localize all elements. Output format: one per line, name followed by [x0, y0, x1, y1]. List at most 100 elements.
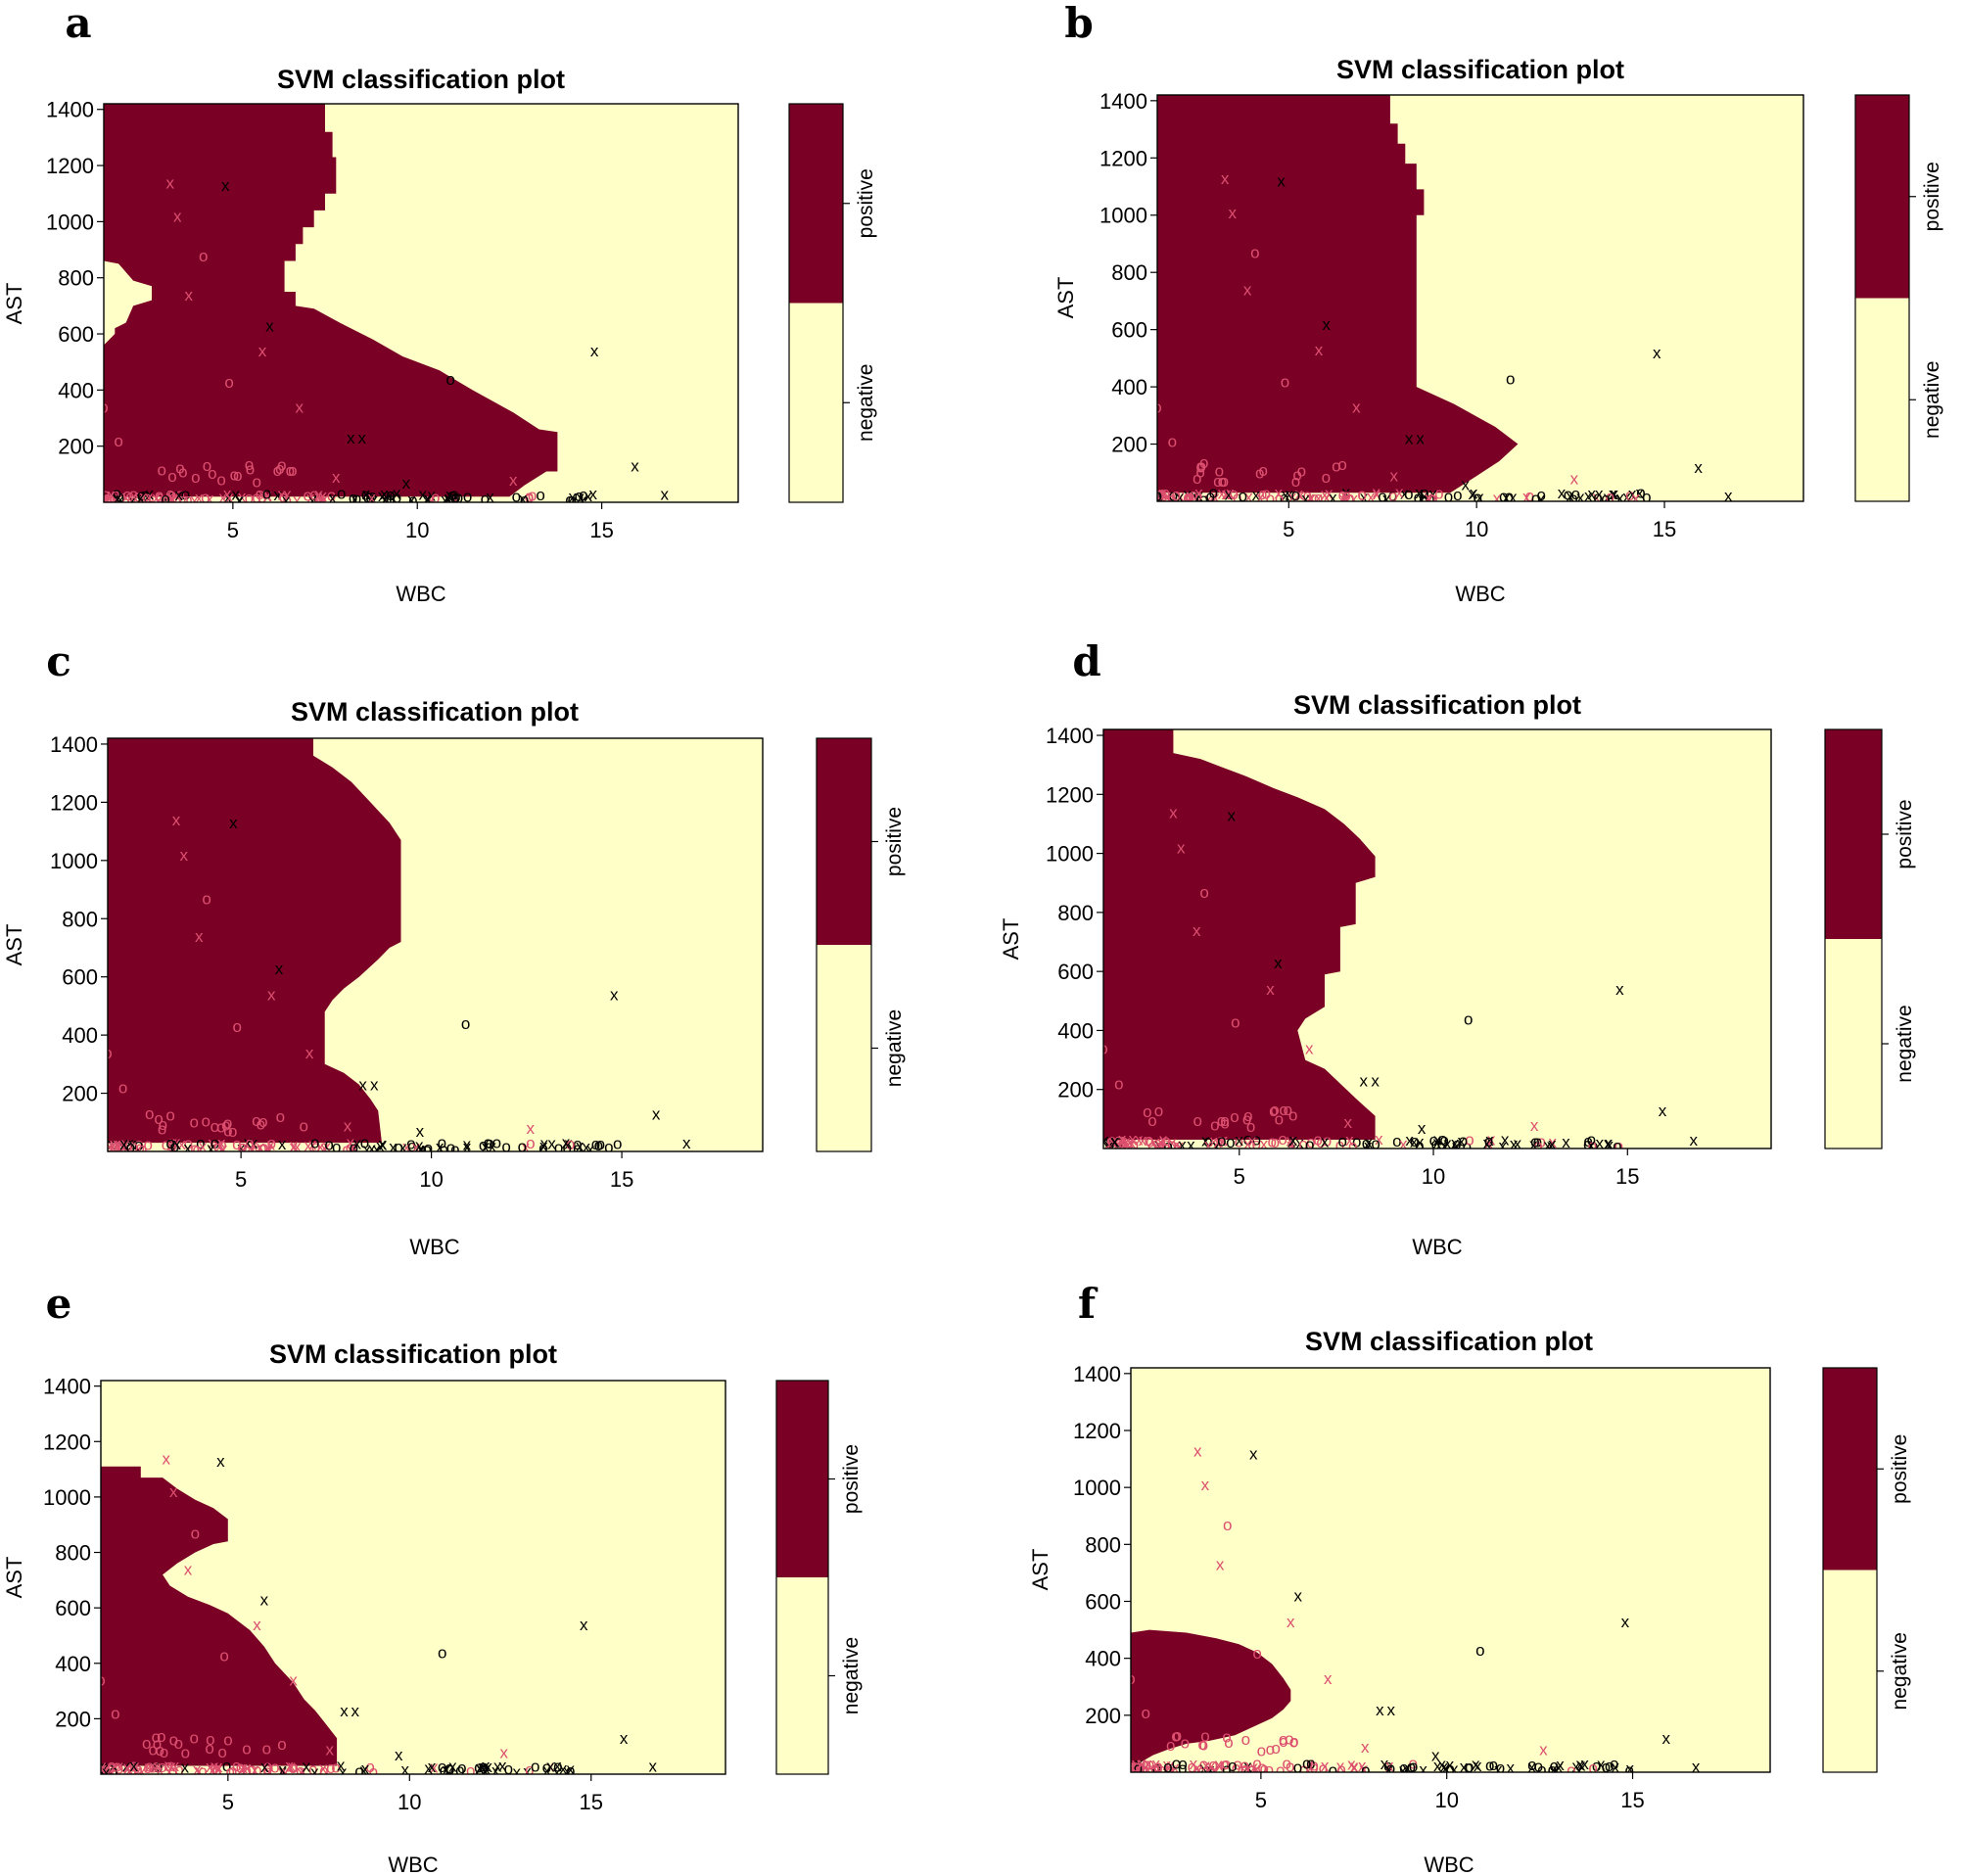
band-point: o [103, 489, 112, 507]
band-point: x [273, 486, 282, 504]
band-point: o [431, 489, 440, 507]
data-point: x [1621, 1613, 1630, 1631]
band-point: o [1266, 490, 1275, 508]
band-point: o [167, 467, 176, 486]
band-point: o [1314, 489, 1323, 507]
data-point: x [1361, 1738, 1370, 1757]
band-point: o [1592, 1757, 1601, 1775]
band-point: x [1152, 1755, 1161, 1773]
data-point: x [1359, 1072, 1368, 1091]
chart-title: SVM classification plot [269, 1339, 557, 1369]
band-point: x [488, 1137, 496, 1155]
band-point: x [1306, 1755, 1315, 1773]
data-point: x [1692, 1758, 1701, 1776]
band-point: x [239, 1140, 248, 1158]
data-point: o [1231, 1012, 1240, 1031]
band-point: x [1178, 1136, 1187, 1154]
band-point: o [1217, 1111, 1226, 1130]
band-point: x [1501, 1131, 1510, 1149]
band-point: o [1246, 1759, 1255, 1778]
band-point: x [1256, 488, 1265, 506]
band-point: x [206, 490, 214, 508]
band-point: o [270, 1758, 279, 1776]
band-point: x [1350, 1758, 1359, 1776]
band-point: x [251, 1760, 259, 1779]
band-point: o [275, 459, 284, 478]
band-point: o [1292, 465, 1301, 484]
band-point: o [1193, 1111, 1201, 1130]
band-point: o [1147, 1137, 1156, 1155]
band-point: x [1110, 1133, 1119, 1151]
band-point: x [1176, 1137, 1185, 1155]
band-point: o [369, 1762, 378, 1781]
band-point: x [1161, 1760, 1170, 1779]
band-point: x [138, 1762, 147, 1781]
band-point: x [219, 1140, 228, 1158]
band-point: x [564, 1134, 573, 1152]
band-point: o [1533, 1136, 1542, 1154]
band-point: x [223, 489, 232, 507]
band-point: x [1575, 1755, 1584, 1773]
band-point: x [156, 1760, 164, 1779]
y-tick-label: 1400 [46, 98, 94, 122]
band-point: x [1609, 485, 1617, 503]
band-point: x [97, 1760, 106, 1779]
band-point: o [217, 1743, 226, 1761]
band-point: o [1115, 1134, 1124, 1152]
band-point: o [1143, 1102, 1151, 1121]
data-point: x [173, 208, 182, 226]
band-point: x [424, 490, 433, 508]
data-point: x [649, 1758, 658, 1776]
band-point: o [1473, 489, 1481, 507]
band-point: x [257, 485, 266, 503]
band-point: o [1352, 1132, 1361, 1150]
band-point: x [131, 1758, 140, 1776]
band-point: o [1484, 1132, 1493, 1150]
y-tick-label: 600 [1111, 318, 1147, 343]
band-point: o [1132, 1758, 1141, 1776]
band-point: x [264, 1140, 273, 1158]
band-point: x [1474, 1757, 1482, 1775]
band-point: o [579, 486, 587, 504]
band-point: o [1153, 490, 1162, 508]
band-point: o [157, 1727, 165, 1746]
band-point: x [263, 1139, 272, 1157]
band-point: o [1186, 488, 1194, 506]
band-point: x [215, 1137, 224, 1155]
band-point: x [568, 488, 577, 506]
band-point: x [278, 1760, 287, 1779]
band-point: o [383, 490, 392, 508]
band-point: x [1604, 1135, 1613, 1153]
band-point: o [408, 492, 417, 510]
band-point: x [1441, 1759, 1450, 1777]
band-point: o [512, 487, 521, 505]
band-point: o [1106, 1134, 1115, 1152]
legend-label-negative: negative [1889, 1632, 1911, 1710]
band-point: x [174, 486, 183, 504]
band-point: x [165, 486, 174, 504]
band-point: o [107, 1759, 116, 1777]
band-point: x [1295, 1134, 1304, 1152]
band-point: x [1202, 1757, 1211, 1775]
positive-region [104, 104, 558, 497]
band-point: o [1309, 1759, 1318, 1777]
band-point: x [1336, 1757, 1345, 1775]
band-point: o [407, 1137, 416, 1155]
band-point: o [267, 1134, 276, 1152]
band-point: o [123, 1135, 132, 1153]
band-point: o [149, 1758, 158, 1776]
band-point: o [1147, 1111, 1156, 1130]
band-point: x [1155, 484, 1164, 502]
band-point: x [1443, 1135, 1452, 1153]
band-point: o [158, 1758, 166, 1776]
band-point: o [1319, 1759, 1328, 1777]
data-point: x [1228, 204, 1237, 222]
data-point: x [395, 1746, 403, 1764]
band-point: x [1207, 1758, 1216, 1776]
band-point: o [1220, 472, 1229, 491]
band-point: o [1258, 461, 1267, 480]
data-point: x [1461, 476, 1470, 494]
band-point: o [596, 1135, 605, 1153]
band-point: x [1157, 1133, 1166, 1151]
band-point: x [1605, 1134, 1614, 1152]
